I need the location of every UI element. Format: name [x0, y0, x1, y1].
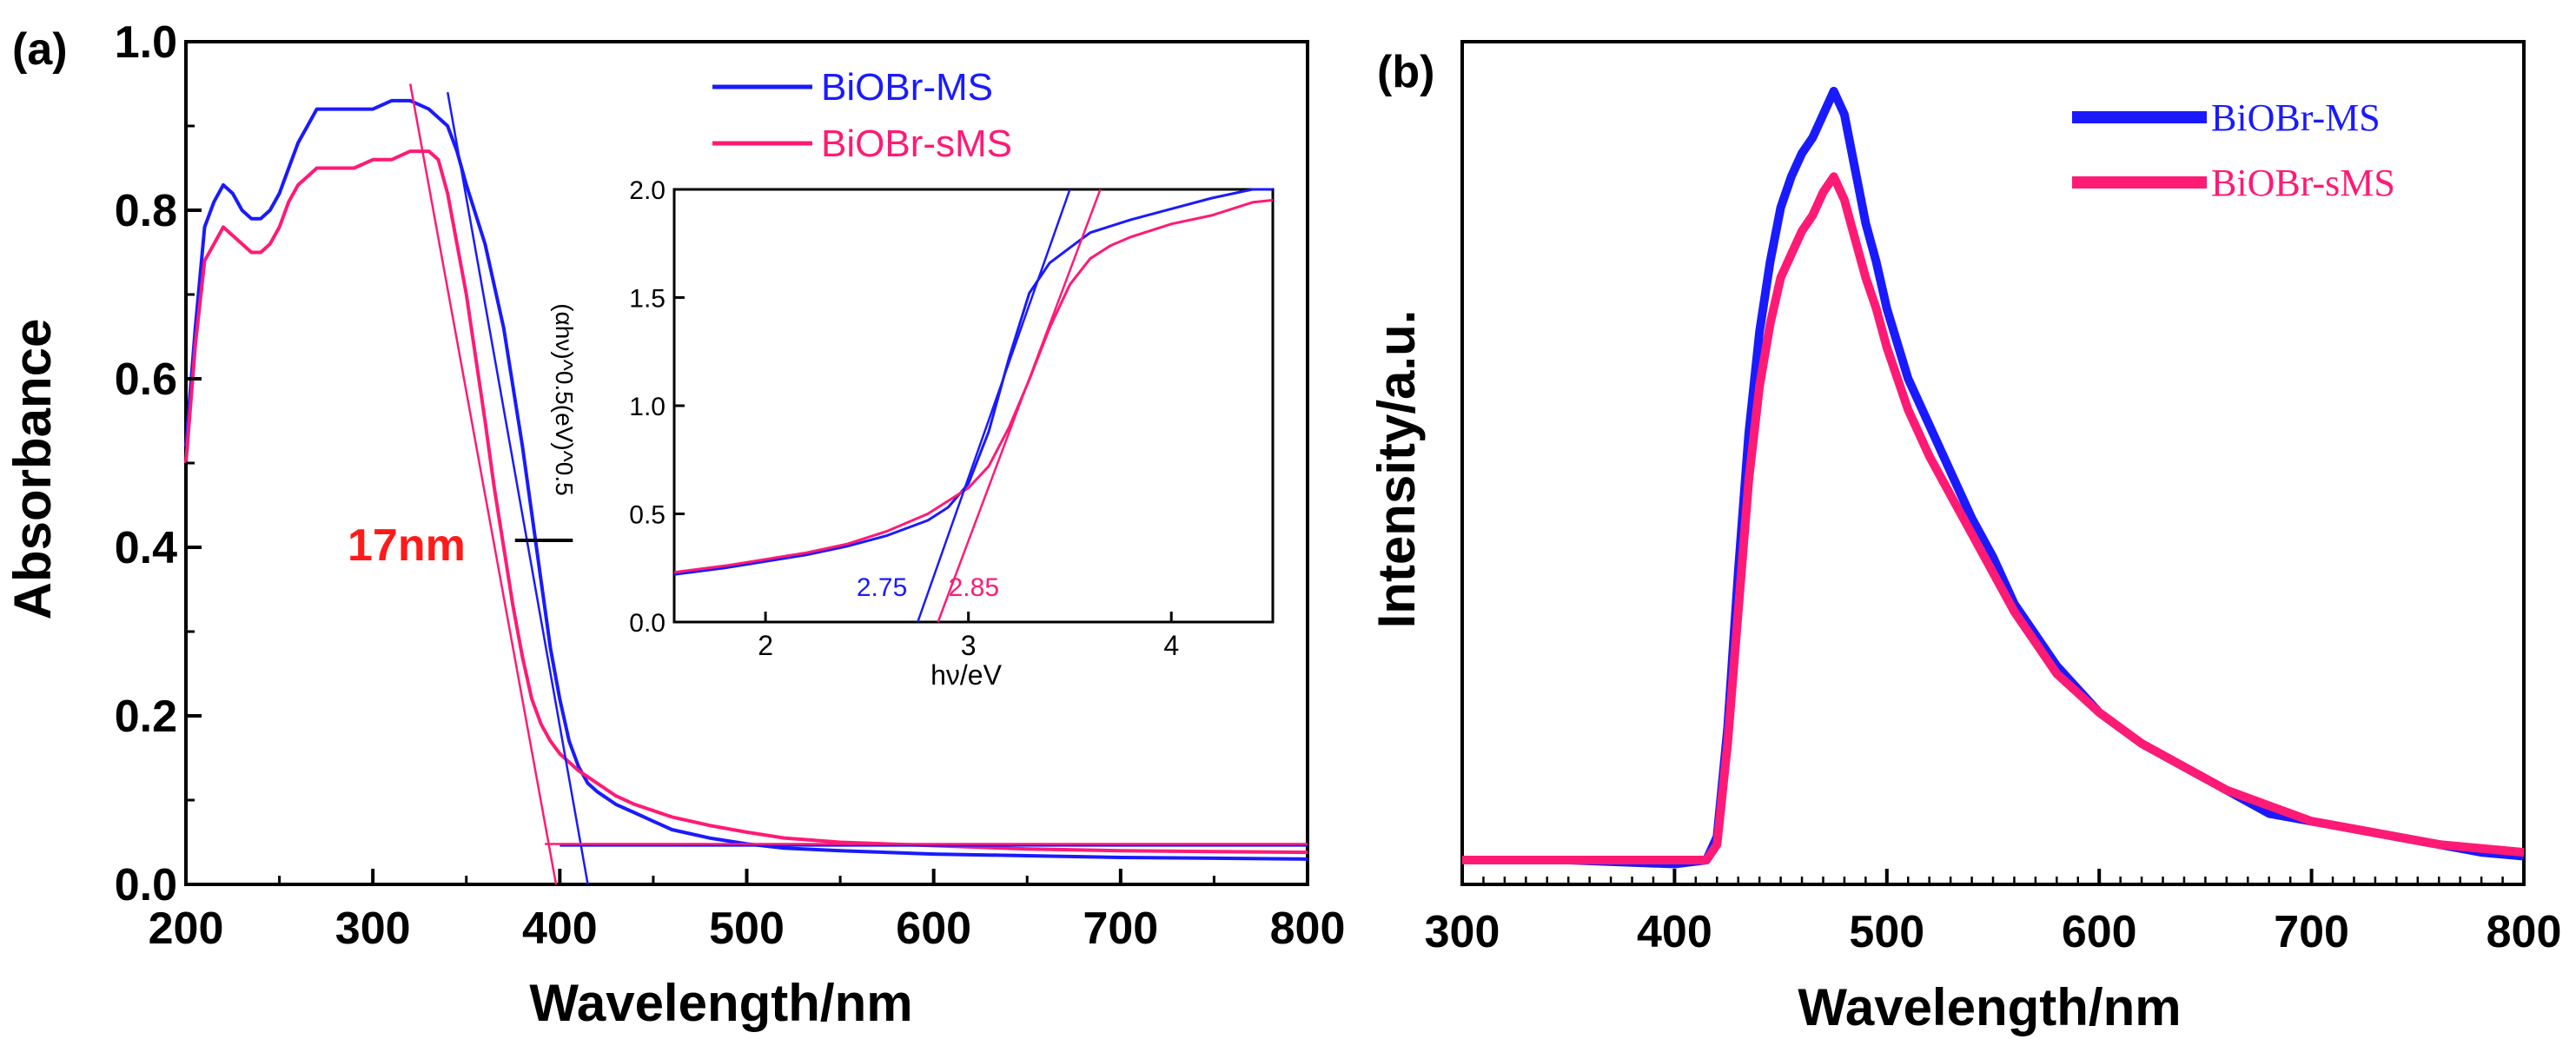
panel-a-x-axis-label: Wavelength/nm — [529, 974, 912, 1032]
panel-a-x-tick-label: 600 — [896, 903, 971, 954]
panel-b-x-ticks: 300 400 500 600 700 800 — [1425, 869, 2562, 957]
panel-a-x-tick-label: 200 — [149, 903, 224, 954]
panel-b-label: (b) — [1377, 47, 1434, 97]
inset-y-tick-label: 2.0 — [629, 176, 666, 205]
panel-a-y-tick-label: 0.4 — [115, 523, 177, 573]
panel-b-x-tick-label: 400 — [1637, 907, 1712, 957]
panel-b-series-1 — [1462, 172, 2525, 864]
panel-b-series-0 — [1462, 86, 2525, 869]
inset-x-tick-label: 4 — [1163, 630, 1179, 661]
panel-b-x-tick-label: 500 — [1849, 907, 1924, 957]
panel-a-x-tick-label: 700 — [1083, 903, 1158, 954]
inset-tangent-1 — [937, 189, 1102, 623]
panel-a-x-tick-label: 300 — [335, 903, 411, 954]
panel-b-y-axis-label: Intensity/a.u. — [1367, 310, 1426, 629]
panel-a-tangent-2 — [408, 83, 558, 885]
inset-bandgap-label-blue: 2.75 — [857, 573, 907, 602]
inset-y-tick-label: 1.0 — [629, 393, 666, 421]
panel-a-x-tick-label: 500 — [709, 903, 785, 954]
inset-bandgap-label-pink: 2.85 — [949, 573, 999, 602]
inset-x-axis-label: hν/eV — [930, 659, 1002, 691]
panel-b-x-tick-label: 700 — [2274, 907, 2349, 957]
panel-a-y-tick-label: 0.0 — [115, 860, 177, 910]
inset-tangent-0 — [917, 189, 1071, 623]
inset-plot-area — [672, 188, 1275, 624]
inset-x-tick-label: 2 — [758, 630, 773, 661]
panel-a-series-1 — [184, 149, 1308, 855]
panel-a-annotation-text: 17nm — [348, 520, 466, 571]
panel-a-y-tick-label: 0.2 — [115, 692, 177, 742]
panel-b-legend: BiOBr-MS BiOBr-sMS — [2072, 96, 2395, 204]
panel-b-legend-label-blue: BiOBr-MS — [2211, 96, 2381, 139]
panel-a-legend: BiOBr-MS BiOBr-sMS — [712, 66, 1012, 165]
panel-a-annotation: 17nm — [348, 520, 573, 571]
panel-b-x-axis-label: Wavelength/nm — [1798, 978, 2181, 1036]
inset-y-axis-label: (αhν)^0.5(eV)^0.5 — [551, 303, 578, 495]
panel-a-legend-label-pink: BiOBr-sMS — [821, 122, 1012, 165]
panel-a-y-ticks: 0.0 0.2 0.4 0.6 0.8 1.0 — [115, 17, 202, 910]
inset-y-tick-label: 0.5 — [629, 501, 666, 530]
panel-b-x-tick-label: 800 — [2487, 907, 2562, 957]
inset-x-ticks: 2 3 4 — [758, 612, 1179, 661]
inset-y-tick-label: 0.0 — [629, 609, 666, 638]
panel-a-y-tick-label: 0.8 — [115, 186, 177, 236]
panel-a-label: (a) — [12, 24, 68, 75]
panel-a-x-tick-label: 800 — [1270, 903, 1346, 954]
inset-background — [674, 189, 1273, 622]
panel-b: (b) 300 400 500 600 700 800 Wavelength/nm Int… — [1367, 40, 2562, 1036]
panel-b-x-tick-label: 600 — [2062, 907, 2137, 957]
panel-a-y-tick-label: 0.6 — [115, 354, 177, 405]
panel-a-x-tick-label: 400 — [522, 903, 598, 954]
panel-a-legend-label-blue: BiOBr-MS — [821, 66, 993, 109]
inset-x-tick-label: 3 — [961, 630, 977, 661]
inset-y-tick-label: 1.5 — [629, 285, 666, 314]
panel-a-inset: 2 3 4 0.0 0.5 1.0 1.5 2.0 hν/eV (αhν)^0.5(eV)^… — [551, 176, 1275, 691]
panel-a-x-ticks: 200 300 400 500 600 700 800 — [149, 869, 1346, 954]
panel-b-x-tick-label: 300 — [1425, 907, 1500, 957]
panel-a-y-axis-label: Absorbance — [3, 319, 62, 620]
panel-a-y-tick-label: 1.0 — [115, 17, 177, 68]
panel-a: (a) 200 300 400 500 600 700 800 0.00.20.40.60.… — [3, 17, 1345, 1032]
panel-a-series-0 — [184, 98, 1308, 861]
panel-a-tangent-0 — [447, 91, 589, 885]
inset-series-0 — [673, 188, 1273, 576]
inset-series-1 — [673, 198, 1274, 574]
inset-y-ticks: 0.0 0.5 1.0 1.5 2.0 — [629, 176, 685, 638]
panel-b-legend-label-pink: BiOBr-sMS — [2211, 162, 2395, 204]
